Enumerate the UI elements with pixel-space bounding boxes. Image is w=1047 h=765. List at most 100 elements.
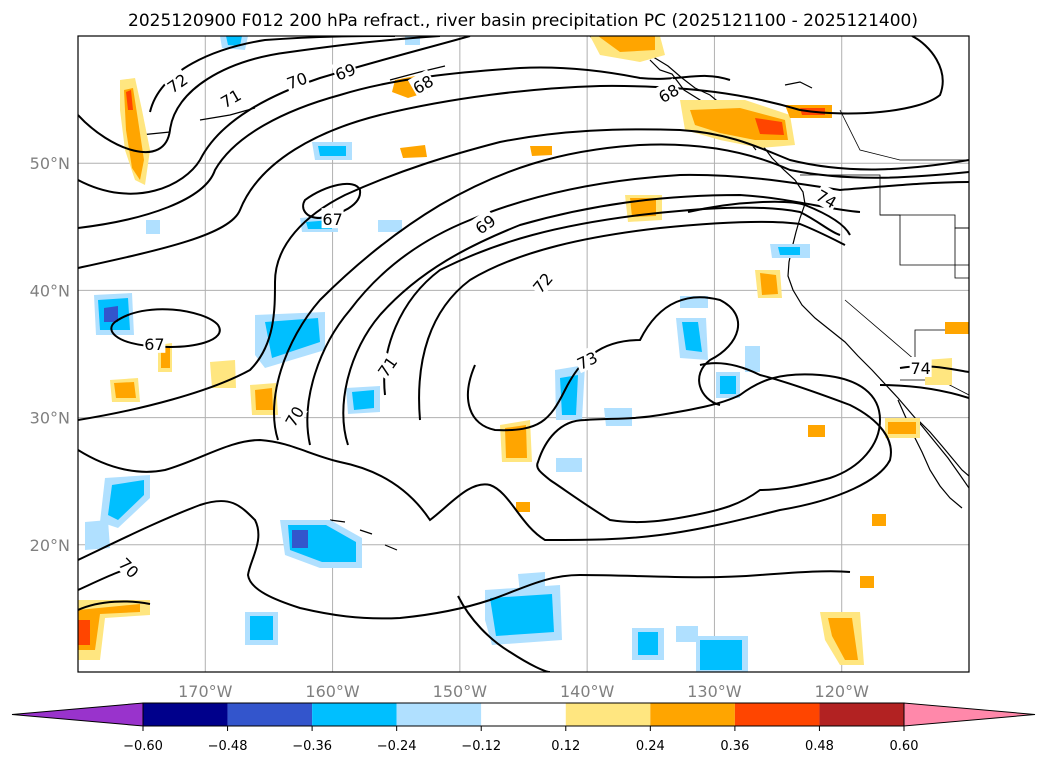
colorbar-bin bbox=[396, 703, 482, 726]
negative-anomaly-patch bbox=[104, 306, 118, 322]
contour-label-bg bbox=[653, 78, 683, 107]
positive-anomaly-patch bbox=[808, 425, 825, 437]
grid bbox=[78, 36, 969, 672]
positive-anomaly-patch bbox=[872, 514, 886, 526]
negative-anomaly-patch bbox=[556, 458, 582, 472]
lat-tick-label: 20°N bbox=[30, 536, 70, 555]
positive-anomaly-patch bbox=[78, 604, 140, 650]
colorbar-tick-label: 0.60 bbox=[890, 739, 919, 754]
negative-anomaly-patch bbox=[226, 36, 242, 46]
positive-anomaly-patch bbox=[860, 576, 874, 588]
longitude-labels: 170°W 160°W 150°W 140°W 130°W 120°W bbox=[178, 682, 869, 701]
positive-anomaly-patch bbox=[124, 88, 144, 180]
contour-label-bg bbox=[909, 356, 932, 377]
contour-line bbox=[879, 384, 969, 399]
positive-anomaly-patch bbox=[828, 618, 858, 660]
colorbar-bin bbox=[227, 703, 313, 726]
lon-tick-label: 120°W bbox=[815, 682, 870, 701]
colorbar-tick-label: 0.24 bbox=[636, 739, 665, 754]
contour-label-bg bbox=[812, 183, 842, 213]
lat-tick-label: 50°N bbox=[30, 154, 70, 173]
positive-anomaly-patch bbox=[888, 422, 916, 434]
contour-line bbox=[466, 296, 740, 432]
positive-anomaly-patch bbox=[630, 198, 656, 217]
colorbar-bin bbox=[312, 703, 397, 726]
colorbar-bin bbox=[481, 703, 566, 726]
negative-anomaly-patch bbox=[638, 632, 658, 655]
contour-line bbox=[78, 36, 944, 269]
contour-line bbox=[383, 206, 841, 396]
contour-label-bg bbox=[469, 208, 500, 238]
negative-anomaly-patch bbox=[720, 376, 736, 394]
positive-anomaly-patch bbox=[925, 358, 952, 385]
contour-label-bg bbox=[279, 401, 308, 431]
contour-line bbox=[899, 365, 969, 373]
contour-label: 67 bbox=[144, 335, 164, 354]
colorbar-tick-label: 0.48 bbox=[805, 739, 834, 754]
contour-label-group: 67 bbox=[321, 208, 344, 229]
contour-label-bg bbox=[215, 83, 245, 112]
contour-line bbox=[457, 595, 551, 672]
contour-label-bg bbox=[572, 345, 601, 374]
contour-line bbox=[78, 36, 471, 195]
positive-anomaly-patch bbox=[755, 118, 784, 135]
negative-anomaly-patch bbox=[250, 616, 273, 640]
contour-line bbox=[273, 143, 969, 441]
contour-line bbox=[418, 220, 846, 421]
contour-line bbox=[342, 193, 861, 446]
negative-anomaly-patch bbox=[352, 390, 374, 410]
contour-line bbox=[78, 600, 151, 611]
negative-anomaly-patch bbox=[85, 520, 110, 550]
contour-label-bg bbox=[527, 267, 557, 297]
colorbar-outline bbox=[142, 702, 905, 727]
colorbar-tick-label: −0.60 bbox=[123, 739, 163, 754]
negative-anomaly-patch bbox=[778, 247, 800, 255]
contour-label-group: 74 bbox=[909, 356, 932, 378]
negative-anomaly-patch bbox=[676, 626, 698, 642]
lon-tick-label: 150°W bbox=[433, 682, 488, 701]
contour-label-bg bbox=[407, 69, 437, 98]
lon-tick-label: 140°W bbox=[560, 682, 615, 701]
colorbar-extend-max bbox=[903, 702, 1036, 727]
contour-label-bg bbox=[331, 57, 359, 84]
positive-anomaly-patch bbox=[945, 322, 969, 334]
colorbar-bin bbox=[819, 703, 904, 726]
chart-title: 2025120900 F012 200 hPa refract., river … bbox=[128, 11, 918, 31]
negative-anomaly-patch bbox=[700, 640, 742, 670]
colorbar: −0.60 −0.48 −0.36 −0.24 −0.12 0.12 0.24 0.36 0.4… bbox=[11, 702, 1036, 754]
lat-tick-label: 40°N bbox=[30, 281, 70, 300]
contour-line bbox=[78, 128, 969, 421]
positive-anomaly-patch bbox=[255, 388, 273, 410]
contour-line bbox=[78, 500, 851, 620]
positive-anomaly-patch bbox=[400, 145, 427, 158]
negative-anomaly-patch bbox=[292, 530, 308, 548]
negative-anomaly-patch bbox=[108, 480, 144, 520]
positive-anomaly-patch bbox=[530, 146, 552, 156]
contour-line bbox=[302, 182, 362, 220]
negative-anomaly-patch bbox=[490, 594, 554, 636]
colorbar-tick-label: −0.24 bbox=[377, 739, 417, 754]
negative-anomaly-patch bbox=[378, 220, 402, 232]
plot-frame bbox=[77, 35, 970, 673]
positive-anomaly-patch bbox=[114, 382, 136, 398]
positive-anomaly-patch bbox=[505, 425, 527, 458]
contour-label-bg bbox=[143, 332, 166, 353]
negative-anomaly-patch bbox=[560, 375, 578, 415]
contour-label-bg bbox=[321, 208, 344, 229]
colorbar-tick-label: 0.12 bbox=[551, 739, 580, 754]
contour-line bbox=[536, 373, 882, 524]
refractivity-contours bbox=[78, 36, 969, 672]
negative-anomaly-patch bbox=[318, 146, 346, 156]
colorbar-bin bbox=[565, 703, 651, 726]
negative-anomaly-patch bbox=[265, 318, 320, 358]
lon-tick-label: 170°W bbox=[178, 682, 233, 701]
positive-anomaly-patch bbox=[78, 620, 90, 645]
positive-anomaly-patch bbox=[598, 36, 655, 52]
positive-anomaly-patch bbox=[760, 273, 778, 295]
contour-label: 67 bbox=[322, 210, 342, 229]
colorbar-extend-min bbox=[11, 702, 144, 727]
contour-line bbox=[78, 362, 892, 542]
colorbar-bin bbox=[143, 703, 228, 726]
